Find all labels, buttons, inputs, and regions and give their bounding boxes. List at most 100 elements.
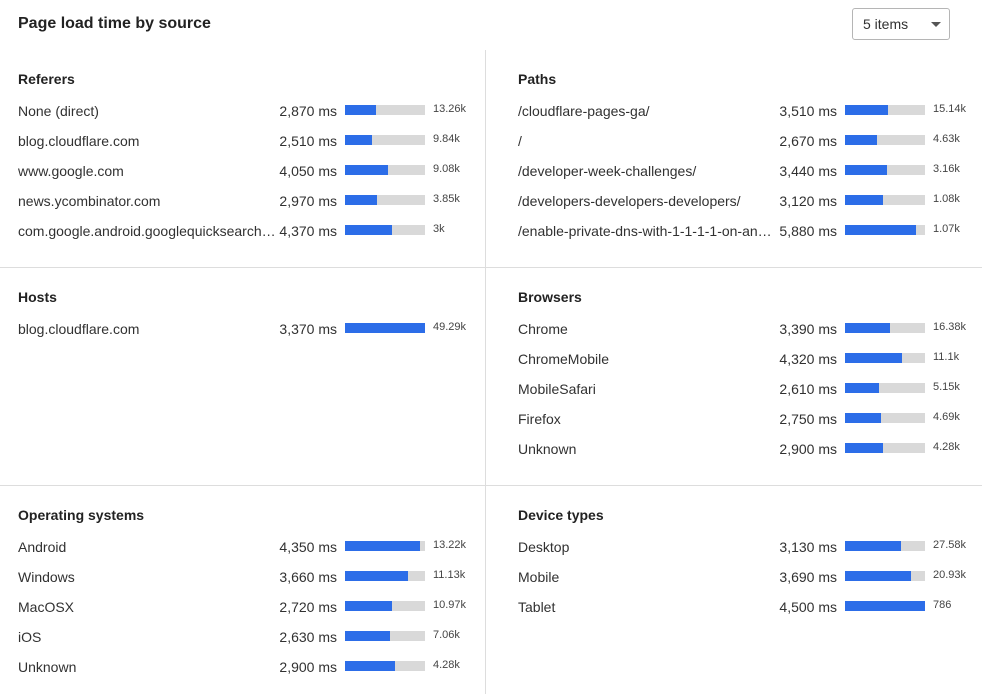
- row-time: 2,900 ms: [779, 441, 837, 457]
- row-count: 5.15k: [933, 381, 960, 393]
- row-count: 4.63k: [933, 133, 960, 145]
- row-time: 3,120 ms: [779, 193, 837, 209]
- row-time: 2,900 ms: [279, 659, 337, 675]
- bar-fill: [345, 631, 390, 641]
- row-count: 7.06k: [433, 629, 460, 641]
- bar-fill: [845, 443, 884, 453]
- row-count: 20.93k: [933, 569, 967, 581]
- bar-track: [845, 571, 925, 581]
- bar-fill: [845, 225, 917, 235]
- bar-track: [345, 165, 425, 175]
- bar-fill: [845, 165, 888, 175]
- bar-fill: [845, 135, 877, 145]
- bar-track: [845, 323, 925, 333]
- panel-title: Operating systems: [18, 507, 145, 523]
- row-time: 2,630 ms: [279, 629, 337, 645]
- dropdown-value: 5 items: [863, 16, 909, 32]
- bar-track: [345, 195, 425, 205]
- row-time: 4,500 ms: [779, 599, 837, 615]
- divider: [0, 267, 982, 268]
- bar-fill: [345, 105, 377, 115]
- row-time: 3,660 ms: [279, 569, 337, 585]
- bar-track: [845, 383, 925, 393]
- bar-fill: [845, 541, 901, 551]
- bar-track: [845, 353, 925, 363]
- row-count: 1.08k: [933, 193, 960, 205]
- bar-fill: [845, 105, 889, 115]
- row-count: 3k: [433, 223, 445, 235]
- bar-track: [345, 323, 425, 333]
- row-time: 2,610 ms: [779, 381, 837, 397]
- bar-track: [845, 601, 925, 611]
- divider: [0, 485, 982, 486]
- panel-title: Hosts: [18, 289, 57, 305]
- bar-fill: [345, 661, 396, 671]
- bar-fill: [345, 571, 409, 581]
- page-title: Page load time by source: [18, 15, 211, 32]
- row-count: 9.84k: [433, 133, 460, 145]
- row-time: 4,320 ms: [779, 351, 837, 367]
- row-count: 11.1k: [933, 351, 960, 363]
- bar-track: [845, 541, 925, 551]
- bar-fill: [345, 225, 393, 235]
- bar-fill: [345, 195, 377, 205]
- row-time: 2,720 ms: [279, 599, 337, 615]
- bar-fill: [345, 541, 421, 551]
- bar-track: [345, 541, 425, 551]
- bar-track: [845, 135, 925, 145]
- bar-track: [845, 195, 925, 205]
- bar-fill: [845, 383, 880, 393]
- row-count: 4.28k: [933, 441, 960, 453]
- caret: [931, 22, 941, 27]
- row-count: 13.22k: [433, 539, 467, 551]
- row-count: 11.13k: [433, 569, 466, 581]
- bar-fill: [345, 165, 389, 175]
- bar-track: [345, 571, 425, 581]
- row-time: 3,690 ms: [779, 569, 837, 585]
- row-count: 10.97k: [433, 599, 467, 611]
- bar-fill: [345, 601, 393, 611]
- row-count: 49.29k: [433, 321, 467, 333]
- bar-track: [845, 165, 925, 175]
- row-count: 16.38k: [933, 321, 967, 333]
- items-dropdown[interactable]: 5 items: [852, 8, 950, 40]
- bar-track: [345, 601, 425, 611]
- row-count: 1.07k: [933, 223, 960, 235]
- row-count: 3.85k: [433, 193, 460, 205]
- row-count: 3.16k: [933, 163, 960, 175]
- row-time: 3,510 ms: [779, 103, 837, 119]
- bar-track: [845, 443, 925, 453]
- row-count: 15.14k: [933, 103, 967, 115]
- panel-title: Device types: [518, 507, 604, 523]
- panel-title: Browsers: [518, 289, 582, 305]
- row-time: 3,440 ms: [779, 163, 837, 179]
- row-time: 4,350 ms: [279, 539, 337, 555]
- divider: [485, 50, 486, 694]
- row-count: 786: [933, 599, 952, 611]
- row-count: 13.26k: [433, 103, 467, 115]
- row-time: 4,050 ms: [279, 163, 337, 179]
- row-time: 2,870 ms: [279, 103, 337, 119]
- bar-track: [845, 413, 925, 423]
- row-time: 5,880 ms: [779, 223, 837, 239]
- panel-title: Referers: [18, 71, 75, 87]
- row-count: 27.58k: [933, 539, 967, 551]
- row-time: 3,130 ms: [779, 539, 837, 555]
- row-count: 4.28k: [433, 659, 460, 671]
- row-count: 9.08k: [433, 163, 460, 175]
- row-time: 2,970 ms: [279, 193, 337, 209]
- bar-fill: [845, 323, 890, 333]
- row-time: 2,510 ms: [279, 133, 337, 149]
- bar-track: [345, 631, 425, 641]
- bar-track: [345, 105, 425, 115]
- row-time: 2,750 ms: [779, 411, 837, 427]
- bar-fill: [845, 353, 902, 363]
- bar-fill: [345, 323, 425, 333]
- bar-track: [345, 661, 425, 671]
- row-time: 2,670 ms: [779, 133, 837, 149]
- bar-fill: [845, 601, 925, 611]
- bar-track: [345, 225, 425, 235]
- bar-fill: [345, 135, 373, 145]
- bar-track: [845, 225, 925, 235]
